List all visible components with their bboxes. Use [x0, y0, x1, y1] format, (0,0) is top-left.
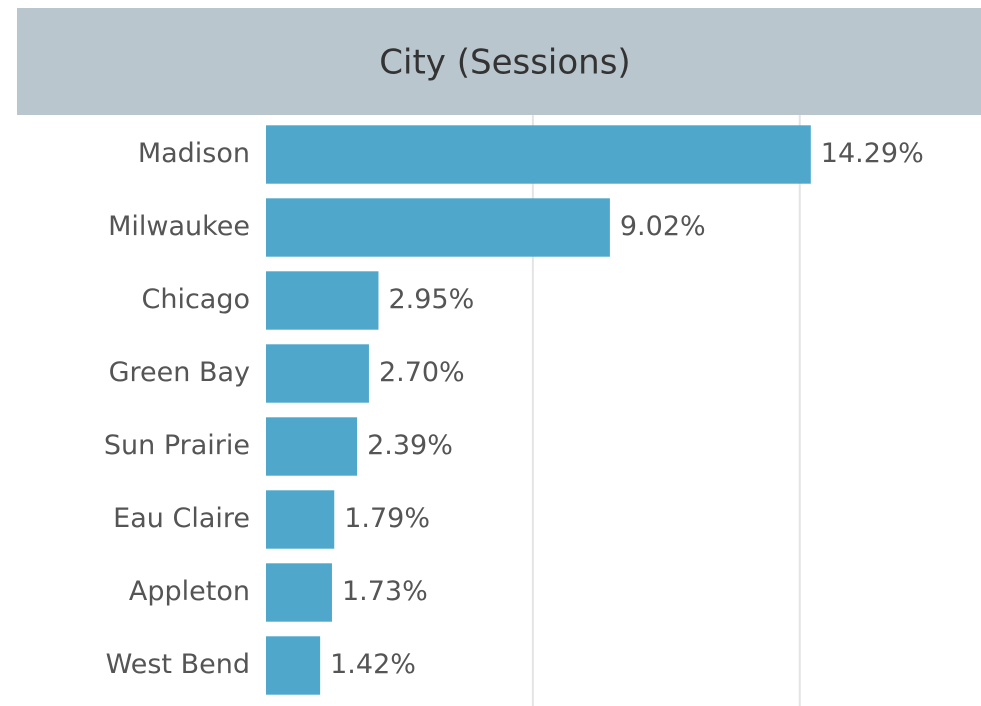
value-label: 9.02% — [620, 211, 706, 242]
y-tick-label: West Bend — [106, 649, 250, 680]
value-label: 1.79% — [344, 503, 430, 534]
bar — [266, 344, 369, 403]
bar — [266, 198, 610, 257]
bar — [266, 490, 335, 549]
value-label: 14.29% — [821, 138, 924, 169]
y-tick-label: Milwaukee — [108, 211, 250, 242]
bar — [266, 636, 321, 695]
y-tick-label: Chicago — [141, 284, 250, 315]
bar — [266, 271, 379, 330]
bar — [266, 125, 811, 184]
bar — [266, 417, 358, 476]
y-tick-label: Green Bay — [109, 357, 250, 388]
chart-title: City (Sessions) — [379, 43, 630, 83]
y-tick-label: Appleton — [129, 576, 250, 607]
y-tick-label: Sun Prairie — [104, 430, 250, 461]
value-label: 2.95% — [388, 284, 474, 315]
value-label: 1.73% — [342, 576, 428, 607]
y-tick-label: Eau Claire — [113, 503, 250, 534]
bar — [266, 563, 332, 622]
header-band — [17, 8, 981, 115]
value-label: 2.70% — [379, 357, 465, 388]
value-label: 1.42% — [330, 649, 416, 680]
y-tick-label: Madison — [138, 138, 250, 169]
value-label: 2.39% — [367, 430, 453, 461]
